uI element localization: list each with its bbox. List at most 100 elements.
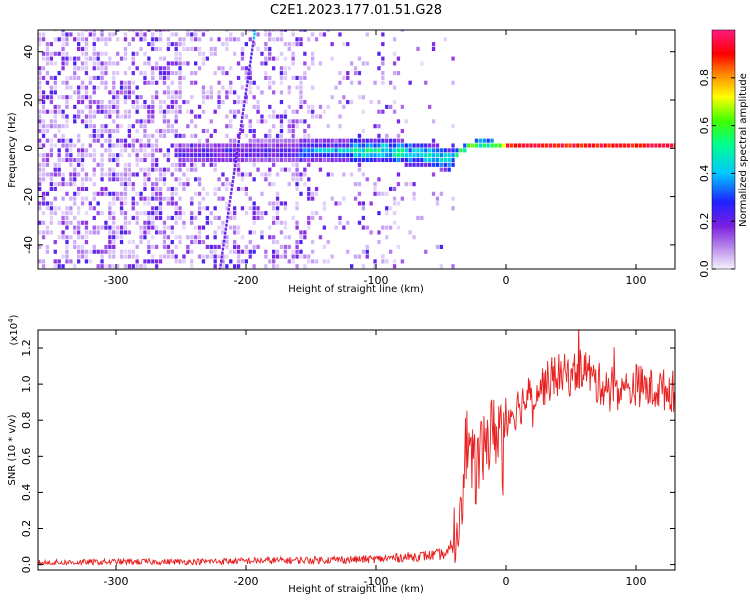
spectrogram-y-tick-label: -40 (22, 236, 35, 254)
spectrogram-cell (295, 172, 299, 177)
spectrogram-cell (69, 259, 73, 264)
spectrogram-cell (396, 133, 401, 138)
spectrogram-cell (162, 80, 167, 85)
spectrogram-cell (147, 167, 151, 172)
spectrogram-cell (330, 143, 334, 148)
spectrogram-cell (123, 211, 128, 216)
spectrogram-cell (84, 66, 89, 71)
spectrogram-cell (80, 61, 85, 66)
spectrogram-cell (233, 240, 237, 245)
spectrogram-frame (37, 29, 676, 270)
spectrogram-cell (272, 249, 276, 254)
spectrogram-cell (147, 30, 151, 32)
spectrogram-cell (240, 177, 245, 182)
spectrogram-cell (295, 143, 299, 148)
spectrogram-cell (104, 85, 108, 90)
spectrogram-cell (377, 100, 381, 105)
spectrogram-cell (197, 30, 202, 32)
spectrogram-cell (365, 254, 369, 259)
spectrogram-cell (100, 32, 104, 37)
spectrogram-cell (264, 42, 268, 47)
spectrogram-cell (108, 114, 112, 119)
spectrogram-cell (53, 162, 57, 167)
spectrogram-cell (342, 75, 346, 80)
spectrogram-cell (38, 90, 42, 95)
spectrogram-cell (162, 225, 167, 230)
spectrogram-cell (342, 148, 346, 153)
spectrogram-cell (155, 148, 159, 153)
spectrogram-x-tick-label: -300 (104, 274, 129, 287)
spectrogram-cell (38, 172, 42, 177)
spectrogram-cell (264, 177, 268, 182)
spectrogram-cell (123, 71, 128, 76)
spectrogram-cell (431, 46, 436, 52)
spectrogram-cell (135, 211, 139, 216)
spectrogram-cell (38, 128, 42, 134)
spectrogram-cell (307, 37, 311, 42)
spectrogram-cell (213, 109, 217, 114)
snr-x-tick-label: 0 (503, 575, 510, 588)
spectrogram-cell (311, 51, 315, 56)
spectrogram-cell (73, 230, 77, 235)
spectrogram-cell (287, 42, 291, 47)
spectrogram-x-tick-label: 0 (503, 274, 510, 287)
spectrogram-cell (225, 143, 229, 148)
spectrogram-cell (112, 153, 116, 158)
spectrogram-cell (338, 100, 342, 105)
spectrogram-cell (412, 182, 416, 187)
spectrogram-cell (45, 206, 50, 211)
spectrogram-cell (174, 42, 178, 47)
spectrogram-cell (80, 182, 85, 187)
spectrogram-cell (92, 42, 96, 47)
spectrogram-cell (509, 143, 514, 148)
spectrogram-cell (385, 191, 389, 196)
spectrogram-cell (45, 162, 50, 167)
spectrogram-cell (201, 162, 206, 167)
spectrogram-cell (303, 148, 307, 153)
spectrogram-cell (151, 244, 155, 249)
spectrogram-cell (381, 42, 385, 47)
spectrogram-cell (69, 148, 73, 153)
spectrogram-cell (369, 148, 373, 153)
spectrogram-cell (451, 143, 455, 148)
spectrogram-cell (201, 85, 206, 90)
spectrogram-cell (225, 177, 229, 182)
spectrogram-cell (295, 124, 299, 129)
spectrogram-cell (233, 153, 237, 158)
spectrogram-cell (162, 71, 167, 76)
spectrogram-cell (252, 230, 256, 235)
spectrogram-cell (77, 162, 81, 167)
spectrogram-cell (186, 100, 190, 105)
spectrogram-cell (420, 148, 424, 153)
spectrogram-cell (431, 148, 436, 153)
spectrogram-cell (408, 148, 412, 153)
spectrogram-cell (158, 109, 163, 114)
spectrogram-cell (38, 75, 42, 80)
spectrogram-cell (61, 51, 65, 56)
spectrogram-cell (221, 220, 225, 225)
spectrogram-cell (221, 225, 225, 230)
spectrogram-cell (295, 225, 299, 230)
spectrogram-cell (112, 225, 116, 230)
spectrogram-cell (96, 162, 100, 167)
spectrogram-cell (357, 56, 362, 61)
spectrogram-cell (287, 235, 291, 240)
spectrogram-cell (116, 109, 120, 114)
spectrogram-cell (88, 230, 93, 235)
spectrogram-cell (135, 244, 139, 249)
spectrogram-cell (474, 143, 479, 148)
spectrogram-cell (197, 191, 202, 196)
spectrogram-cell (201, 206, 206, 211)
spectrogram-cell (100, 124, 104, 129)
interference-line-cell (234, 163, 237, 167)
spectrogram-cell (104, 124, 108, 129)
spectrogram-cell (92, 153, 96, 158)
spectrogram-cell (295, 109, 299, 114)
spectrogram-cell (116, 37, 120, 42)
spectrogram-cell (279, 167, 284, 172)
spectrogram-cell (256, 153, 260, 158)
spectrogram-cell (123, 249, 128, 254)
spectrogram-cell (256, 215, 260, 220)
spectrogram-cell (53, 206, 57, 211)
spectrogram-cell (190, 249, 194, 254)
